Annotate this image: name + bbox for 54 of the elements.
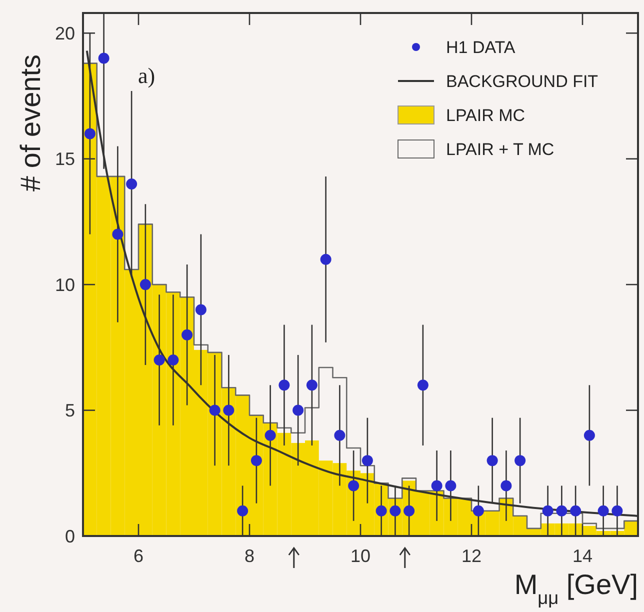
point: [612, 505, 623, 516]
point: [390, 505, 401, 516]
point: [376, 505, 387, 516]
point: [126, 178, 138, 190]
point: [292, 404, 304, 416]
point: [431, 480, 442, 492]
legend-label: H1 DATA: [446, 38, 516, 57]
point: [417, 380, 428, 391]
point: [348, 480, 360, 492]
point: [182, 329, 193, 340]
x-tick-label: 14: [572, 546, 593, 566]
point: [514, 455, 526, 466]
point: [334, 430, 346, 441]
point: [404, 505, 415, 516]
y-tick-label: 15: [54, 149, 75, 170]
point: [237, 505, 248, 516]
point: [584, 430, 595, 441]
point: [598, 505, 609, 516]
y-tick-label: 20: [54, 23, 75, 44]
point: [500, 480, 512, 492]
point: [98, 52, 110, 64]
legend-label: LPAIR + T MC: [446, 140, 554, 159]
x-tick-label: 12: [461, 546, 482, 566]
point: [250, 455, 262, 466]
point: [362, 455, 373, 466]
x-axis-title: M$_{μμ}$ [GeV]: [514, 569, 638, 608]
point: [306, 380, 318, 391]
point: [168, 354, 179, 366]
point: [209, 404, 220, 416]
point: [542, 505, 554, 516]
annotation: a): [138, 63, 156, 88]
point: [223, 404, 234, 416]
point: [112, 228, 124, 240]
y-tick-label: 0: [64, 526, 75, 546]
legend-label: LPAIR MC: [446, 106, 526, 125]
point: [195, 304, 206, 316]
y-axis-title: # of events: [15, 54, 46, 192]
point: [140, 279, 151, 290]
point: [556, 505, 568, 516]
y-tick-label: 5: [64, 400, 75, 421]
point: [154, 354, 165, 366]
legend-label: BACKGROUND FIT: [446, 72, 598, 91]
point: [570, 505, 582, 516]
point: [278, 380, 290, 391]
x-tick-label: 6: [133, 546, 144, 566]
point: [84, 128, 96, 140]
x-tick-label: 8: [244, 546, 255, 566]
point: [472, 505, 484, 516]
point: [486, 455, 498, 466]
point: [320, 254, 332, 265]
x-tick-label: 10: [350, 546, 371, 566]
point: [445, 480, 456, 492]
y-tick-label: 10: [54, 274, 75, 295]
point: [264, 430, 276, 441]
